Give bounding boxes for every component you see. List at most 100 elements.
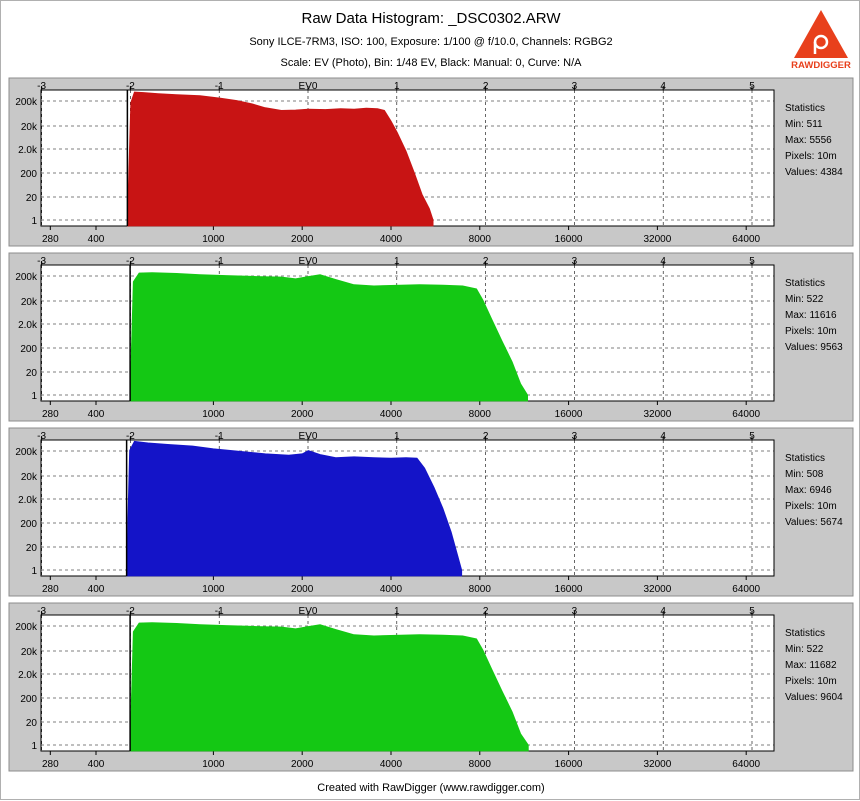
value-tick-label: 8000 (469, 759, 492, 770)
ev-tick-label: 2 (483, 431, 489, 442)
histogram-area-R (127, 91, 434, 227)
ev-tick-label: 3 (572, 431, 578, 442)
ev-tick-label: -1 (215, 256, 224, 267)
ev-tick-label: -2 (126, 606, 135, 617)
y-tick-label: 200k (15, 447, 38, 458)
ev-tick-label: 5 (749, 81, 755, 92)
y-tick-label: 20 (26, 718, 38, 729)
y-tick-label: 20 (26, 193, 38, 204)
y-tick-label: 2.0k (18, 320, 38, 331)
value-tick-label: 400 (88, 759, 105, 770)
value-tick-label: 64000 (732, 759, 760, 770)
y-tick-label: 20k (21, 472, 38, 483)
ev-tick-label: 4 (660, 431, 666, 442)
value-tick-label: 4000 (380, 234, 403, 245)
value-tick-label: 8000 (469, 234, 492, 245)
ev-tick-label: 1 (394, 606, 400, 617)
ev-tick-label: 5 (749, 606, 755, 617)
value-tick-label: 2000 (291, 759, 314, 770)
y-tick-label: 1 (31, 741, 37, 752)
histogram-panel-R: 1 20 200 2.0k 20k 200k -3 -2 -1 EV0 1 2 3 4 5 280 400 100… (8, 77, 854, 247)
ev-tick-label: EV0 (299, 606, 318, 617)
y-tick-label: 200 (20, 519, 37, 530)
stats-pixels: Pixels: 10m (785, 676, 837, 687)
ev-tick-label: 3 (572, 81, 578, 92)
stats-min: Min: 511 (785, 119, 823, 130)
stats-min: Min: 522 (785, 294, 824, 305)
ev-tick-label: -2 (126, 81, 135, 92)
stats-max: Max: 11682 (785, 660, 837, 671)
ev-tick-label: 5 (749, 256, 755, 267)
ev-tick-label: 3 (572, 606, 578, 617)
ev-tick-label: -3 (37, 81, 46, 92)
value-tick-label: 400 (88, 234, 105, 245)
stats-title: Statistics (785, 103, 825, 114)
y-tick-label: 20 (26, 368, 38, 379)
ev-tick-label: -1 (215, 81, 224, 92)
ev-tick-label: 2 (483, 256, 489, 267)
y-tick-label: 1 (31, 216, 37, 227)
ev-tick-label: 4 (660, 606, 666, 617)
value-tick-label: 2000 (291, 584, 314, 595)
ev-tick-label: 3 (572, 256, 578, 267)
logo-text: RAWDIGGER (791, 60, 851, 70)
ev-tick-label: EV0 (299, 256, 318, 267)
value-tick-label: 64000 (732, 584, 760, 595)
ev-tick-label: 2 (483, 606, 489, 617)
stats-min: Min: 522 (785, 644, 824, 655)
ev-tick-label: EV0 (299, 431, 318, 442)
value-tick-label: 32000 (643, 584, 671, 595)
y-tick-label: 200k (15, 97, 38, 108)
ev-tick-label: -3 (37, 256, 46, 267)
histogram-panel-B: 1 20 200 2.0k 20k 200k -3 -2 -1 EV0 1 2 3 4 5 280 400 100… (8, 427, 854, 597)
scale-info: Scale: EV (Photo), Bin: 1/48 EV, Black: … (280, 57, 582, 69)
value-tick-label: 1000 (202, 584, 225, 595)
value-tick-label: 64000 (732, 234, 760, 245)
value-tick-label: 8000 (469, 409, 492, 420)
value-tick-label: 280 (42, 759, 59, 770)
value-tick-label: 1000 (202, 234, 225, 245)
y-tick-label: 200 (20, 344, 37, 355)
stats-values: Values: 4384 (785, 167, 843, 178)
ev-tick-label: 5 (749, 431, 755, 442)
value-tick-label: 280 (42, 409, 59, 420)
value-tick-label: 32000 (643, 759, 671, 770)
histogram-area-B (126, 440, 463, 577)
value-tick-label: 32000 (643, 234, 671, 245)
rawdigger-logo-icon: RAWDIGGER (791, 10, 851, 70)
y-tick-label: 2.0k (18, 495, 38, 506)
value-tick-label: 280 (42, 234, 59, 245)
y-tick-label: 2.0k (18, 145, 38, 156)
value-tick-label: 2000 (291, 409, 314, 420)
logo-triangle (794, 10, 848, 58)
stats-pixels: Pixels: 10m (785, 326, 837, 337)
ev-tick-label: 1 (394, 256, 400, 267)
stats-pixels: Pixels: 10m (785, 501, 837, 512)
stats-values: Values: 9563 (785, 342, 843, 353)
y-tick-label: 20k (21, 297, 38, 308)
ev-tick-label: 4 (660, 256, 666, 267)
ev-tick-label: -1 (215, 431, 224, 442)
value-tick-label: 2000 (291, 234, 314, 245)
stats-pixels: Pixels: 10m (785, 151, 837, 162)
stats-max: Max: 6946 (785, 485, 832, 496)
y-tick-label: 200k (15, 272, 38, 283)
stats-title: Statistics (785, 278, 825, 289)
value-tick-label: 4000 (380, 409, 403, 420)
stats-values: Values: 5674 (785, 517, 843, 528)
stats-title: Statistics (785, 453, 825, 464)
ev-tick-label: 2 (483, 81, 489, 92)
value-tick-label: 4000 (380, 759, 403, 770)
footer-credit: Created with RawDigger (www.rawdigger.co… (317, 782, 545, 794)
value-tick-label: 16000 (555, 584, 583, 595)
value-tick-label: 400 (88, 584, 105, 595)
value-tick-label: 4000 (380, 584, 403, 595)
histogram-panel-G: 1 20 200 2.0k 20k 200k -3 -2 -1 EV0 1 2 3 4 5 280 400 100… (8, 252, 854, 422)
camera-info: Sony ILCE-7RM3, ISO: 100, Exposure: 1/10… (249, 36, 613, 48)
page-title: Raw Data Histogram: _DSC0302.ARW (301, 10, 561, 27)
ev-tick-label: EV0 (299, 81, 318, 92)
ev-tick-label: 4 (660, 81, 666, 92)
histogram-area-G2 (129, 622, 529, 752)
